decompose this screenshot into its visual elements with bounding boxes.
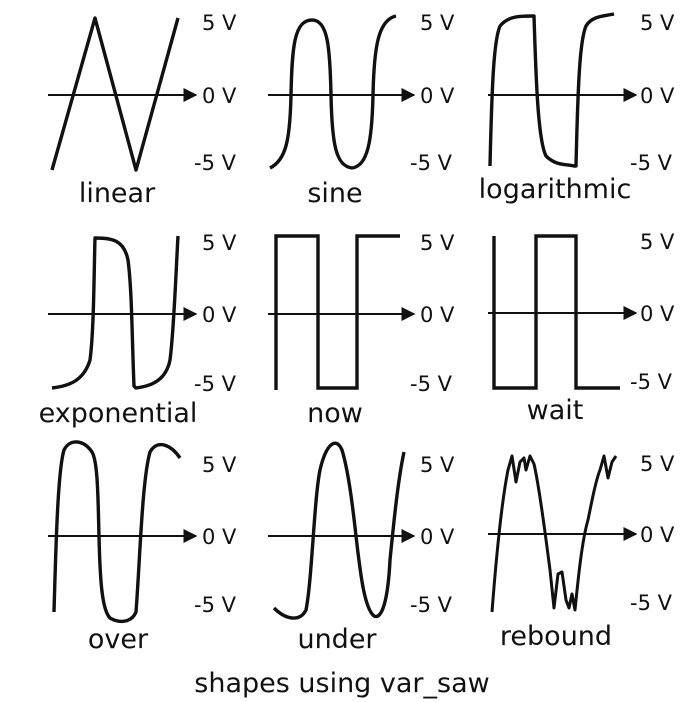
label-minus5v: -5 V: [630, 591, 673, 615]
panel-over: 5 V 0 V -5 V over: [48, 440, 237, 655]
label-5v: 5 V: [640, 230, 675, 254]
waveform-under: [272, 441, 406, 620]
label-minus5v: -5 V: [630, 151, 673, 175]
label-5v: 5 V: [202, 453, 237, 477]
waveform-logarithmic: [488, 12, 615, 168]
label-minus5v: -5 V: [194, 151, 237, 175]
panel-exponential: 5 V 0 V -5 V exponential: [39, 231, 237, 429]
label-minus5v: -5 V: [410, 372, 453, 396]
label-0v: 0 V: [202, 525, 237, 549]
label-0v: 0 V: [202, 303, 237, 327]
label-5v: 5 V: [202, 11, 237, 35]
panel-label-logarithmic: logarithmic: [479, 174, 632, 205]
panel-under: 5 V 0 V -5 V under: [268, 441, 455, 655]
label-0v: 0 V: [640, 84, 675, 108]
waveform-now: [274, 234, 400, 390]
panel-label-now: now: [307, 398, 363, 429]
waveform-sine: [269, 14, 397, 170]
label-5v: 5 V: [420, 11, 455, 35]
panel-label-rebound: rebound: [500, 621, 612, 652]
figure-caption: shapes using var_saw: [194, 668, 489, 699]
panel-sine: 5 V 0 V -5 V sine: [268, 11, 455, 209]
label-minus5v: -5 V: [194, 593, 237, 617]
label-0v: 0 V: [420, 303, 455, 327]
panel-label-under: under: [297, 624, 377, 655]
panel-linear: 5 V 0 V -5 V linear: [48, 11, 237, 209]
label-0v: 0 V: [420, 525, 455, 549]
label-0v: 0 V: [202, 84, 237, 108]
label-5v: 5 V: [420, 231, 455, 255]
panel-label-exponential: exponential: [39, 398, 198, 429]
panel-logarithmic: 5 V 0 V -5 V logarithmic: [479, 11, 675, 205]
panel-rebound: 5 V 0 V -5 V rebound: [488, 452, 675, 652]
panel-label-sine: sine: [307, 178, 362, 209]
panel-label-wait: wait: [527, 395, 584, 426]
label-minus5v: -5 V: [410, 593, 453, 617]
waveform-exponential: [51, 235, 180, 390]
panel-label-over: over: [88, 624, 149, 655]
panel-now: 5 V 0 V -5 V now: [268, 231, 455, 429]
label-5v: 5 V: [640, 11, 675, 35]
label-0v: 0 V: [420, 84, 455, 108]
waveform-rebound: [490, 454, 618, 613]
label-minus5v: -5 V: [630, 370, 673, 394]
label-5v: 5 V: [640, 452, 675, 476]
label-0v: 0 V: [640, 523, 675, 547]
waveform-linear: [50, 16, 180, 172]
label-5v: 5 V: [420, 453, 455, 477]
label-minus5v: -5 V: [194, 372, 237, 396]
waveform-over: [52, 440, 182, 624]
label-5v: 5 V: [202, 231, 237, 255]
label-0v: 0 V: [640, 302, 675, 326]
panel-wait: 5 V 0 V -5 V wait: [488, 230, 675, 426]
label-minus5v: -5 V: [410, 151, 453, 175]
panel-label-linear: linear: [79, 178, 156, 209]
waveform-wait: [492, 234, 620, 390]
